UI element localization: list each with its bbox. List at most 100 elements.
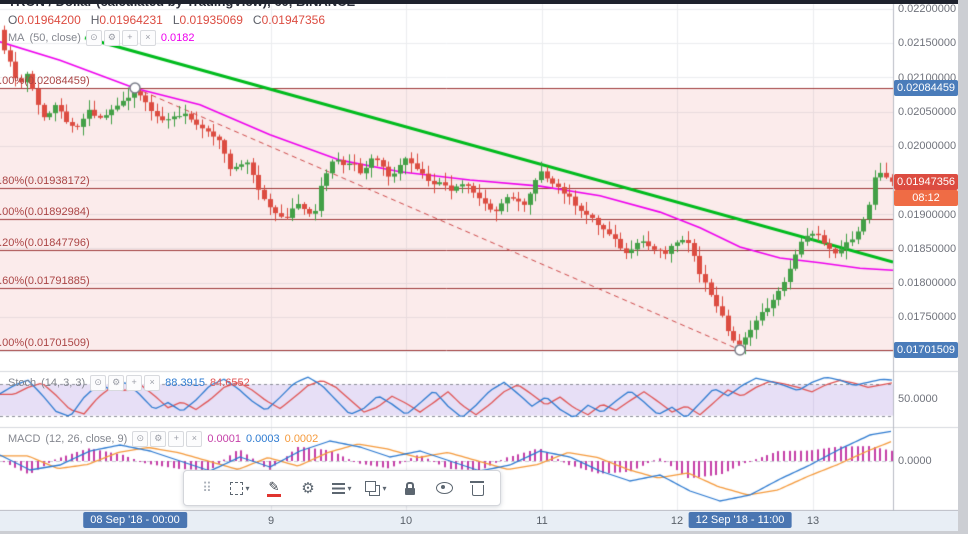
macd-hist-value: 0.0001 — [207, 433, 241, 445]
bar-countdown-badge: 08:12 — [894, 190, 958, 206]
fib-level-label: 0.00%(0.02084459) — [0, 75, 90, 87]
copy-icon — [365, 480, 381, 496]
plus-icon[interactable]: + — [126, 375, 143, 391]
eye-icon[interactable]: ⊙ — [132, 431, 149, 447]
macd-params: (12, 26, close, 9) — [45, 433, 128, 445]
time-axis-label: 11 — [536, 515, 548, 527]
eye-icon[interactable]: ⊙ — [85, 30, 102, 46]
color-swatch — [267, 493, 281, 497]
gear-icon: ⚙ — [301, 479, 315, 497]
time-axis-label: 13 — [806, 515, 820, 527]
price-axis[interactable]: 0.02200000 0.02150000 0.02100000 0.02050000… — [894, 0, 958, 510]
open-value: 0.01964200 — [17, 13, 81, 27]
settings-button[interactable]: ⚙ — [292, 474, 324, 502]
low-value: 0.01935069 — [179, 13, 243, 27]
chevron-down-icon: ▾ — [347, 483, 352, 493]
plus-icon[interactable]: + — [121, 30, 138, 46]
ma-legend: MA (50, close) ⊙ ⚙ + × 0.0182 — [8, 30, 195, 46]
window-right-edge — [958, 0, 968, 534]
ohlc-close: C0.01947356 — [253, 13, 325, 27]
close-label: C — [252, 13, 262, 27]
plus-icon[interactable]: + — [168, 431, 185, 447]
fib-end-time-badge: 12 Sep '18 - 11:00 — [688, 512, 792, 528]
stoch-controls: ⊙ ⚙ + × — [90, 375, 161, 391]
chevron-down-icon: ▾ — [382, 483, 387, 493]
close-icon[interactable]: × — [144, 375, 161, 391]
time-axis[interactable]: 9 10 11 12 13 08 Sep '18 - 00:00 12 Sep '18 - … — [0, 511, 958, 531]
price-axis-label: 0.01900000 — [898, 209, 957, 221]
ma-value: 0.0182 — [160, 32, 195, 44]
visibility-button[interactable] — [428, 474, 460, 502]
ma-controls: ⊙ ⚙ + × — [85, 30, 156, 46]
dashed-box-icon — [230, 481, 244, 495]
close-icon[interactable]: × — [139, 30, 156, 46]
macd-line-value: 0.0003 — [245, 433, 280, 445]
layers-icon — [332, 482, 346, 494]
lock-icon — [405, 482, 415, 495]
ma-name: MA — [8, 32, 25, 44]
drawing-toolbar: ⠿ ▾ ✎ ⚙ ▾ ▾ — [183, 470, 501, 506]
drag-dots-icon: ⠿ — [202, 480, 211, 495]
stoch-d-value: 84.6552 — [209, 377, 250, 389]
trash-icon — [469, 480, 484, 496]
stoch-k-value: 88.3915 — [165, 377, 205, 389]
high-value: 0.01964231 — [99, 13, 163, 27]
macd-name: MACD — [8, 433, 41, 445]
fib-level-label: 1.80%(0.01938172) — [0, 175, 90, 187]
stoch-legend: Stoch (14, 3, 3) ⊙ ⚙ + × 88.3915 84.6552 — [8, 375, 250, 391]
draw-color-button[interactable]: ✎ — [258, 474, 290, 502]
price-axis-label: 0.0000 — [898, 455, 932, 467]
stoch-name: Stoch — [8, 377, 37, 389]
chart-title-clipped: TRON / Dollar (calculated by TradingView… — [8, 4, 568, 11]
time-axis-label: 12 — [670, 515, 684, 527]
close-icon[interactable]: × — [186, 431, 203, 447]
eye-icon[interactable]: ⊙ — [90, 375, 107, 391]
time-axis-label: 9 — [267, 515, 275, 527]
stoch-params: (14, 3, 3) — [41, 377, 86, 389]
open-label: O — [8, 13, 18, 27]
price-axis-label: 0.01750000 — [898, 311, 957, 323]
ma-params: (50, close) — [29, 32, 81, 44]
ohlc-legend: O0.01964200 H0.01964231 L0.01935069 C0.0… — [8, 13, 325, 27]
fib-level-label: 0.00%(0.01892984) — [0, 206, 90, 218]
eye-icon — [435, 482, 453, 494]
price-axis-label: 0.02050000 — [898, 106, 957, 118]
price-axis-label: 50.0000 — [898, 393, 938, 405]
fib-level-label: 8.20%(0.01847796) — [0, 237, 90, 249]
macd-signal-value: 0.0002 — [284, 433, 319, 445]
gear-icon[interactable]: ⚙ — [150, 431, 167, 447]
ohlc-low: L0.01935069 — [173, 13, 243, 27]
price-axis-label: 0.01800000 — [898, 277, 957, 289]
window-bottom-edge — [0, 531, 968, 534]
chevron-down-icon: ▾ — [245, 483, 250, 493]
clone-button[interactable]: ▾ — [360, 474, 392, 502]
drag-handle[interactable]: ⠿ — [190, 474, 222, 502]
macd-controls: ⊙ ⚙ + × — [132, 431, 203, 447]
ohlc-open: O0.01964200 — [8, 13, 81, 27]
lock-button[interactable] — [394, 474, 426, 502]
delete-button[interactable] — [462, 474, 494, 502]
fib-start-time-badge: 08 Sep '18 - 00:00 — [83, 512, 187, 528]
fib-top-price-badge: 0.02084459 — [894, 80, 958, 96]
ohlc-high: H0.01964231 — [91, 13, 163, 27]
price-axis-label: 0.02150000 — [898, 37, 957, 49]
pencil-icon: ✎ — [267, 480, 281, 497]
template-button[interactable]: ▾ — [326, 474, 358, 502]
gear-icon[interactable]: ⚙ — [103, 30, 120, 46]
price-axis-label: 0.02000000 — [898, 140, 957, 152]
window-top-edge — [0, 0, 968, 4]
fib-level-label: 0.00%(0.01701509) — [0, 337, 90, 349]
close-value: 0.01947356 — [261, 13, 325, 27]
time-axis-label: 10 — [399, 515, 413, 527]
selection-style-button[interactable]: ▾ — [224, 474, 256, 502]
chart-title: TRON / Dollar (calculated by TradingView… — [8, 4, 568, 8]
fib-bottom-price-badge: 0.01701509 — [894, 342, 958, 358]
price-axis-label: 0.01850000 — [898, 243, 957, 255]
price-axis-label: 0.02200000 — [898, 3, 957, 15]
low-label: L — [172, 13, 180, 27]
fib-level-label: 3.60%(0.01791885) — [0, 275, 90, 287]
last-price-badge: 0.01947356 — [894, 174, 958, 190]
gear-icon[interactable]: ⚙ — [108, 375, 125, 391]
